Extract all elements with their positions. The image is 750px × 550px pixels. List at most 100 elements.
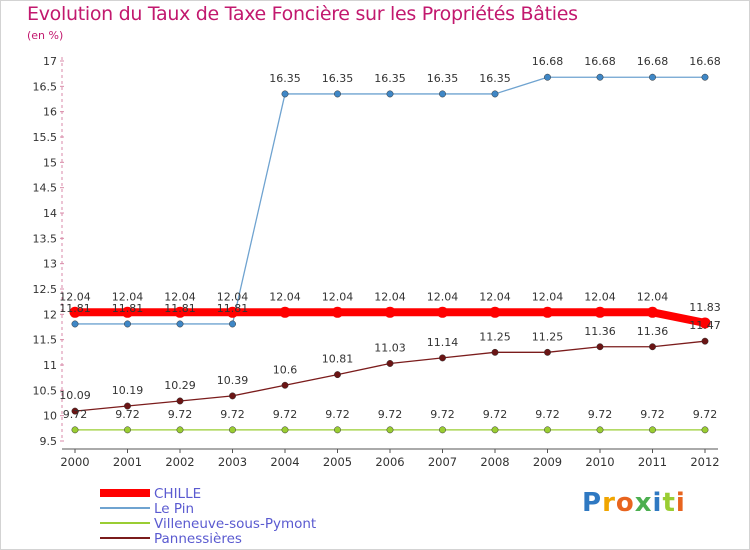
data-label: 9.72 <box>63 408 88 421</box>
data-point <box>439 90 446 98</box>
data-label: 10.19 <box>112 384 144 397</box>
data-point <box>701 426 709 434</box>
axes: 9.5 10 10.5 11 11.5 12 12.5 13 13.5 14 14.5 15 15.5 1… <box>33 55 720 469</box>
legend-label: Pannessières <box>154 531 242 547</box>
x-tick-label: 2011 <box>638 455 667 469</box>
data-point <box>701 337 709 345</box>
data-label: 12.04 <box>584 290 616 303</box>
data-label: 11.03 <box>374 341 406 354</box>
data-point <box>544 73 551 81</box>
data-point <box>227 306 238 318</box>
data-point <box>649 426 656 434</box>
data-point <box>439 426 446 434</box>
proxiti-logo: Proxiti <box>582 488 686 518</box>
y-tick-label: 12 <box>43 308 57 321</box>
x-tick-label: 2001 <box>113 455 142 469</box>
data-label: 11.14 <box>427 336 459 349</box>
data-label: 16.35 <box>269 72 301 85</box>
y-tick-label: 13.5 <box>33 232 58 245</box>
data-point <box>71 426 79 434</box>
data-label: 10.81 <box>322 353 354 366</box>
data-label: 12.04 <box>164 290 196 303</box>
legend-label: Le Pin <box>154 501 194 517</box>
data-label: 11.25 <box>479 330 511 343</box>
data-label: 9.72 <box>168 408 193 421</box>
data-point <box>384 306 396 318</box>
data-label: 11.36 <box>637 325 669 338</box>
data-label: 16.68 <box>532 55 564 68</box>
data-point <box>386 90 394 98</box>
data-point <box>386 426 394 434</box>
data-point <box>281 381 289 389</box>
data-point <box>544 426 551 434</box>
data-point <box>542 306 553 318</box>
data-point <box>334 426 341 434</box>
data-label: 16.35 <box>374 72 406 85</box>
data-label: 10.09 <box>59 389 91 402</box>
data-point <box>596 343 604 351</box>
data-label: 9.72 <box>535 408 560 421</box>
x-tick-label: 2010 <box>585 455 614 469</box>
y-tick-label: 12.5 <box>33 283 58 296</box>
data-point <box>124 320 131 328</box>
data-label: 16.35 <box>322 72 354 85</box>
data-label: 16.68 <box>584 55 616 68</box>
x-tick-label: 2008 <box>480 455 509 469</box>
data-point <box>334 90 341 98</box>
data-label: 11.36 <box>584 325 616 338</box>
data-point <box>489 306 501 318</box>
data-point <box>71 320 79 328</box>
data-label: 11.81 <box>112 302 144 315</box>
data-label: 12.04 <box>427 290 459 303</box>
data-label: 16.68 <box>689 55 721 68</box>
logo-letter: P <box>582 488 603 518</box>
data-point <box>332 306 343 318</box>
y-tick-label: 15 <box>43 156 57 169</box>
data-label: 12.04 <box>59 290 91 303</box>
data-label: 12.04 <box>532 290 564 303</box>
data-label: 9.72 <box>640 408 665 421</box>
x-tick-label: 2009 <box>533 455 562 469</box>
data-point <box>596 73 604 81</box>
data-label: 9.72 <box>588 408 613 421</box>
data-point <box>124 426 131 434</box>
logo-letter: t <box>662 488 676 518</box>
x-tick-label: 2002 <box>165 455 194 469</box>
data-point <box>281 90 289 98</box>
chart-title: Evolution du Taux de Taxe Foncière sur l… <box>27 3 578 25</box>
y-tick-label: 16.5 <box>33 80 58 93</box>
legend-label: CHILLE <box>154 486 201 502</box>
data-point <box>491 348 499 356</box>
data-label: 10.29 <box>164 379 196 392</box>
data-point <box>229 320 236 328</box>
data-label: 9.72 <box>378 408 403 421</box>
data-point <box>596 426 604 434</box>
data-point <box>122 306 133 318</box>
data-point <box>174 306 186 318</box>
data-label: 12.04 <box>374 290 406 303</box>
data-point <box>649 343 656 351</box>
legend-label: Villeneuve-sous-Pymont <box>154 516 316 532</box>
data-point <box>71 407 79 415</box>
x-tick-label: 2012 <box>690 455 719 469</box>
y-tick-label: 13 <box>43 258 57 271</box>
data-label: 11.81 <box>217 302 249 315</box>
data-point <box>334 371 341 379</box>
data-label: 9.72 <box>693 408 718 421</box>
data-label: 11.25 <box>532 330 564 343</box>
data-label: 12.04 <box>637 290 669 303</box>
logo-letter: o <box>615 488 635 518</box>
logo-letter: i <box>652 488 663 518</box>
data-point <box>439 354 446 362</box>
data-point <box>281 426 289 434</box>
data-point <box>594 306 606 318</box>
y-tick-label: 10.5 <box>33 384 58 397</box>
data-label: 16.35 <box>479 72 511 85</box>
data-point <box>699 317 711 329</box>
logo-letter: i <box>675 488 686 518</box>
y-tick-label: 10 <box>43 410 57 423</box>
data-point <box>544 348 551 356</box>
data-label: 9.72 <box>325 408 350 421</box>
